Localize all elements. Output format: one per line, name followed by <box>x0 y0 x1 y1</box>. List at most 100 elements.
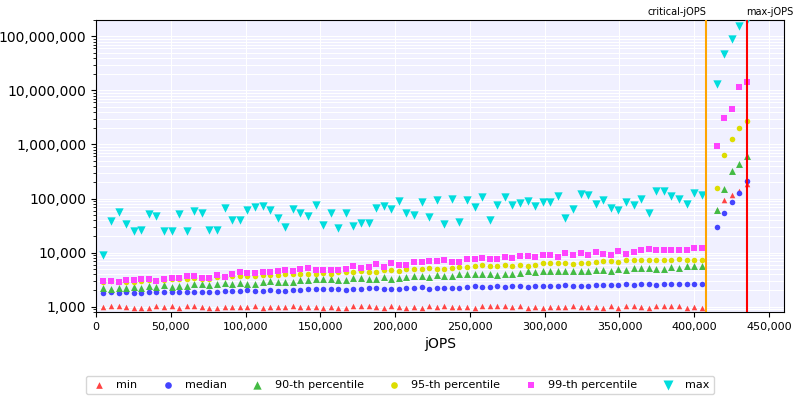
99-th percentile <box>127 277 140 284</box>
95-th percentile <box>597 258 610 264</box>
90-th percentile <box>665 264 678 270</box>
median <box>302 286 314 292</box>
99-th percentile <box>491 256 504 262</box>
95-th percentile <box>112 278 125 285</box>
95-th percentile <box>97 279 110 286</box>
95-th percentile <box>566 260 579 267</box>
99-th percentile <box>309 267 322 274</box>
95-th percentile <box>612 259 625 265</box>
99-th percentile <box>264 269 277 276</box>
median <box>642 281 655 287</box>
95-th percentile <box>135 278 148 284</box>
median <box>529 283 542 289</box>
90-th percentile <box>150 284 163 290</box>
min <box>650 303 662 309</box>
min <box>309 303 322 310</box>
median <box>393 286 406 292</box>
95-th percentile <box>521 262 534 269</box>
90-th percentile <box>203 282 216 288</box>
median <box>680 280 693 287</box>
99-th percentile <box>294 265 306 272</box>
max <box>332 225 345 232</box>
max <box>438 221 450 227</box>
90-th percentile <box>695 263 708 269</box>
median <box>468 283 481 290</box>
95-th percentile <box>506 262 519 269</box>
median <box>203 289 216 295</box>
max <box>385 206 398 212</box>
99-th percentile <box>218 274 231 280</box>
95-th percentile <box>309 271 322 278</box>
median <box>249 288 262 294</box>
95-th percentile <box>605 258 618 264</box>
99-th percentile <box>551 254 564 260</box>
90-th percentile <box>483 270 496 277</box>
max <box>544 199 557 206</box>
90-th percentile <box>347 275 360 281</box>
95-th percentile <box>726 136 738 142</box>
min <box>241 304 254 310</box>
99-th percentile <box>226 271 238 277</box>
max <box>740 17 753 23</box>
max <box>249 204 262 210</box>
max <box>378 202 390 209</box>
median <box>400 285 413 292</box>
99-th percentile <box>385 260 398 266</box>
max <box>574 191 587 198</box>
99-th percentile <box>370 261 382 268</box>
min <box>605 303 618 309</box>
90-th percentile <box>590 266 602 273</box>
max <box>620 199 633 206</box>
99-th percentile <box>180 273 193 279</box>
99-th percentile <box>234 269 246 276</box>
max <box>446 196 458 202</box>
95-th percentile <box>256 272 269 278</box>
90-th percentile <box>582 268 594 274</box>
max <box>347 222 360 229</box>
min <box>97 304 110 310</box>
median <box>620 281 633 287</box>
min <box>332 304 345 311</box>
Legend: min, median, 90-th percentile, 95-th percentile, 99-th percentile, max: min, median, 90-th percentile, 95-th per… <box>86 376 714 394</box>
median <box>150 289 163 295</box>
min <box>173 305 186 311</box>
99-th percentile <box>347 263 360 269</box>
90-th percentile <box>574 268 587 274</box>
99-th percentile <box>688 245 701 252</box>
min <box>446 304 458 310</box>
median <box>740 178 753 184</box>
90-th percentile <box>422 274 435 280</box>
90-th percentile <box>385 276 398 282</box>
max <box>422 213 435 220</box>
max <box>430 196 443 203</box>
median <box>430 284 443 291</box>
max <box>120 220 133 227</box>
min <box>665 303 678 310</box>
90-th percentile <box>400 274 413 280</box>
95-th percentile <box>370 269 382 275</box>
99-th percentile <box>324 267 337 273</box>
90-th percentile <box>286 278 299 285</box>
max <box>173 211 186 217</box>
99-th percentile <box>166 274 178 281</box>
90-th percentile <box>309 276 322 283</box>
min <box>491 302 504 309</box>
median <box>226 288 238 294</box>
min <box>378 304 390 311</box>
min <box>150 303 163 309</box>
99-th percentile <box>680 247 693 253</box>
90-th percentile <box>688 263 701 269</box>
99-th percentile <box>695 244 708 251</box>
95-th percentile <box>210 274 223 280</box>
max <box>476 194 489 201</box>
99-th percentile <box>521 252 534 259</box>
min <box>142 305 155 311</box>
min <box>347 302 360 309</box>
min <box>680 304 693 311</box>
min <box>688 304 701 310</box>
90-th percentile <box>249 280 262 287</box>
95-th percentile <box>483 263 496 269</box>
95-th percentile <box>658 257 670 264</box>
99-th percentile <box>286 268 299 274</box>
95-th percentile <box>733 125 746 131</box>
